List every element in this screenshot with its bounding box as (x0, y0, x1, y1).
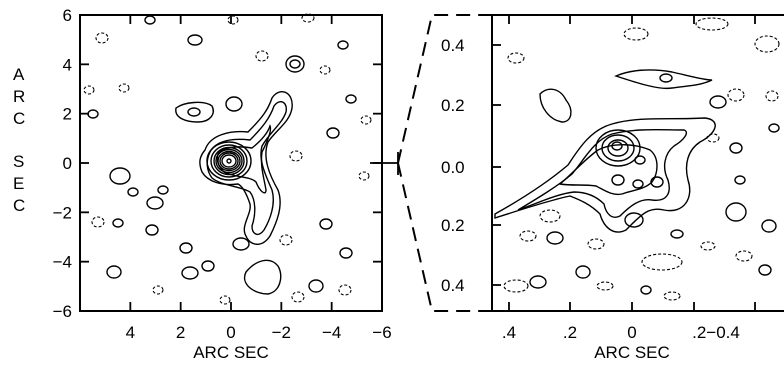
left-y-tick-label: 4 (63, 55, 72, 74)
right-x-tick-label: .4 (502, 323, 516, 342)
right-y-tick-label: 0.0 (441, 158, 465, 177)
right-y-tick-label: 0.2 (441, 216, 465, 235)
right-y-tick-label: 0.4 (441, 276, 465, 295)
left-y-tick-label: −4 (53, 253, 72, 272)
right-y-tick-label: 0.4 (441, 36, 465, 55)
right-x-tick-label: 0 (627, 323, 636, 342)
left-y-tick-label: −6 (53, 302, 72, 321)
right-plot-frame (491, 14, 784, 312)
left-y-tick-label: −2 (53, 203, 72, 222)
right-y-tick-label: 0.2 (441, 96, 465, 115)
left-contours (83, 13, 372, 305)
left-ylabel-letter: A (13, 65, 25, 84)
right-panel: 0.4 0.2 0.0 0.2 0.4 .4 .2 0 .2−0.4 ARC SEC (441, 14, 784, 362)
left-ylabel-letter: E (13, 174, 24, 193)
zoom-connector (370, 14, 492, 312)
left-panel: 6 4 2 0 −2 −4 −6 4 2 0 −2 −4 −6 A R C S E C ARC SEC (13, 6, 392, 362)
left-xlabel: ARC SEC (193, 343, 269, 362)
left-ylabel-letter: S (13, 152, 24, 171)
right-x-tick-label: .2−0.4 (692, 323, 740, 342)
left-ylabel-letter: R (13, 87, 25, 106)
left-x-tick-label: 2 (176, 323, 185, 342)
left-y-tick-label: 0 (63, 154, 72, 173)
left-ylabel-letter: C (13, 196, 25, 215)
left-y-tick-label: 6 (63, 6, 72, 25)
left-x-tick-label: −2 (272, 323, 291, 342)
left-x-tick-label: 4 (126, 323, 135, 342)
right-xlabel: ARC SEC (594, 343, 670, 362)
left-ylabel-letter: C (13, 109, 25, 128)
right-x-tick-label: .2 (563, 323, 577, 342)
left-x-tick-label: −4 (322, 323, 341, 342)
left-x-tick-label: 0 (226, 323, 235, 342)
left-x-tick-label: −6 (372, 323, 391, 342)
left-plot-frame (79, 14, 383, 312)
left-y-tick-label: 2 (63, 105, 72, 124)
right-contours (494, 17, 780, 301)
